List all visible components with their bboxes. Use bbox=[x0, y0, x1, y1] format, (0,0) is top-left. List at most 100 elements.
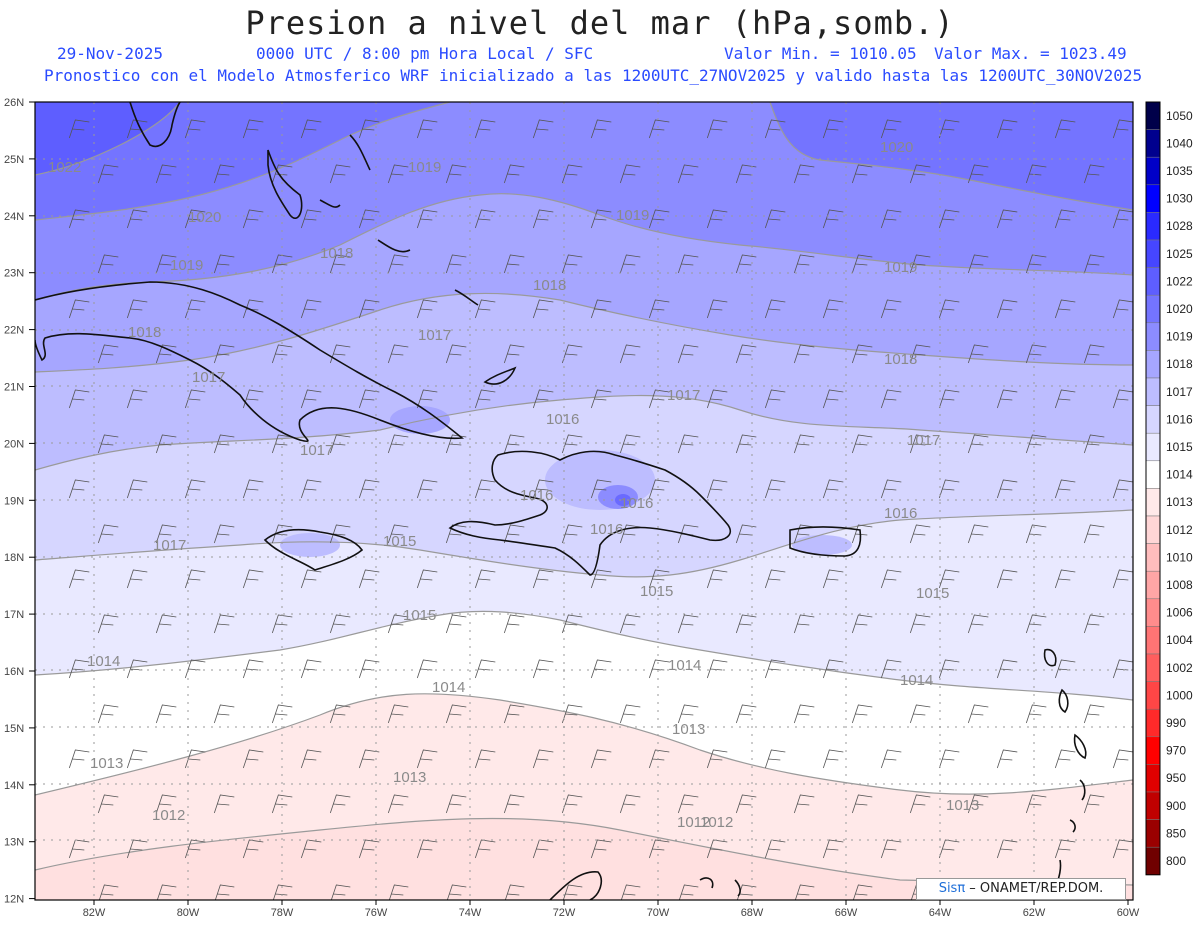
wind-barb bbox=[156, 884, 177, 900]
wind-barb bbox=[880, 839, 902, 859]
wind-barb bbox=[68, 569, 90, 589]
wind-barb bbox=[358, 119, 380, 139]
wind-barb bbox=[184, 479, 206, 499]
wind-barb bbox=[532, 749, 554, 769]
wind-barb bbox=[416, 119, 438, 139]
isobar-label: 1016 bbox=[546, 411, 579, 428]
jamaica-coast bbox=[263, 528, 364, 571]
wind-barb bbox=[272, 884, 293, 900]
wind-barb bbox=[851, 254, 873, 274]
legend-swatch bbox=[1145, 460, 1161, 489]
isobar-label: 1013 bbox=[90, 755, 123, 772]
wind-barb bbox=[764, 659, 786, 679]
date-label: 29-Nov-2025 bbox=[57, 44, 163, 63]
legend-swatch bbox=[1145, 515, 1161, 544]
wind-barb bbox=[126, 479, 148, 499]
isobar-label: 1013 bbox=[672, 721, 705, 738]
wind-barb bbox=[590, 749, 612, 769]
legend-label: 800 bbox=[1166, 854, 1186, 868]
wind-barb bbox=[880, 659, 902, 679]
wind-barb bbox=[474, 299, 496, 319]
wind-barb bbox=[677, 434, 699, 454]
wind-barb bbox=[155, 164, 177, 184]
isobar-label: 1017 bbox=[300, 442, 333, 459]
wind-barb bbox=[1083, 254, 1105, 274]
wind-barb bbox=[706, 839, 728, 859]
wind-barb bbox=[1054, 479, 1076, 499]
wind-barb bbox=[967, 164, 989, 184]
wind-barb bbox=[677, 254, 699, 274]
wind-barb bbox=[68, 749, 90, 769]
wind-barb bbox=[213, 524, 235, 544]
wind-barb bbox=[532, 569, 554, 589]
wind-barb bbox=[213, 704, 235, 724]
legend-label: 1016 bbox=[1166, 412, 1193, 426]
wind-barb bbox=[1112, 209, 1133, 229]
wind-barb bbox=[880, 479, 902, 499]
wind-barb bbox=[822, 569, 844, 589]
wind-barb bbox=[416, 299, 438, 319]
wind-barb bbox=[1112, 839, 1133, 859]
wind-barb bbox=[909, 434, 931, 454]
wind-barb bbox=[996, 209, 1018, 229]
longitude-labels: 82W 80W 78W 76W 74W 72W 70W 68W 66W 64W 62W 60W bbox=[83, 900, 1140, 919]
wind-barb bbox=[822, 479, 844, 499]
wind-barb bbox=[358, 389, 380, 409]
wind-barb bbox=[619, 434, 641, 454]
legend-swatch bbox=[1145, 239, 1161, 268]
wind-barb bbox=[793, 704, 815, 724]
isobar-label: 1019 bbox=[170, 257, 203, 274]
isobar-label: 1016 bbox=[590, 521, 623, 538]
isobar-label: 1015 bbox=[383, 533, 416, 550]
isobar-label: 1017 bbox=[667, 387, 700, 404]
puerto-rico-coast bbox=[789, 526, 862, 557]
legend-label: 1017 bbox=[1166, 385, 1193, 399]
wind-barb bbox=[300, 119, 322, 139]
wind-barb bbox=[387, 344, 409, 364]
isobar-label: 1016 bbox=[884, 505, 917, 522]
wind-barb bbox=[996, 389, 1018, 409]
credit-brand: Sisπ bbox=[938, 881, 966, 896]
wind-barb bbox=[474, 209, 496, 229]
credit-box: Sisπ – ONAMET/REP.DOM. bbox=[916, 878, 1126, 900]
isobar-label: 1015 bbox=[640, 583, 673, 600]
wind-barb bbox=[97, 254, 119, 274]
legend-swatch bbox=[1145, 350, 1161, 379]
isobar-label: 1016 bbox=[520, 487, 553, 504]
wind-barb bbox=[126, 569, 148, 589]
isobar-label: 1017 bbox=[153, 537, 186, 554]
wind-barb bbox=[1083, 704, 1105, 724]
wind-barb bbox=[967, 254, 989, 274]
wind-barb bbox=[271, 254, 293, 274]
wind-barb bbox=[242, 119, 264, 139]
legend-label: 1050 bbox=[1166, 109, 1193, 123]
legend-swatch bbox=[1145, 736, 1161, 765]
wind-barb bbox=[938, 299, 960, 319]
legend-swatch bbox=[1145, 156, 1161, 186]
band-1020 bbox=[35, 102, 1133, 220]
wind-barb bbox=[619, 164, 641, 184]
legend-label: 1015 bbox=[1166, 440, 1193, 454]
wind-barb bbox=[184, 299, 206, 319]
legend-label: 1004 bbox=[1166, 633, 1193, 647]
isobar-label: 1014 bbox=[668, 657, 701, 674]
wind-barb bbox=[416, 389, 438, 409]
wind-barb bbox=[851, 524, 873, 544]
wind-barb bbox=[909, 344, 931, 364]
legend-label: 1008 bbox=[1166, 578, 1193, 592]
wind-barb bbox=[271, 344, 293, 364]
legend-swatch bbox=[1145, 819, 1161, 848]
legend-swatch bbox=[1145, 267, 1161, 296]
legend-swatch bbox=[1145, 184, 1161, 213]
wind-barb bbox=[271, 704, 293, 724]
legend-label: 1010 bbox=[1166, 550, 1193, 564]
legend-swatch bbox=[1145, 405, 1161, 434]
isobar-label: 1012 bbox=[677, 814, 710, 831]
legend-swatch bbox=[1145, 626, 1161, 655]
wind-barb bbox=[1054, 839, 1076, 859]
wind-barb bbox=[561, 254, 583, 274]
wind-barb bbox=[474, 479, 496, 499]
isobar-label: 1017 bbox=[192, 369, 225, 386]
wind-barb bbox=[126, 299, 148, 319]
wind-barb bbox=[1054, 209, 1076, 229]
